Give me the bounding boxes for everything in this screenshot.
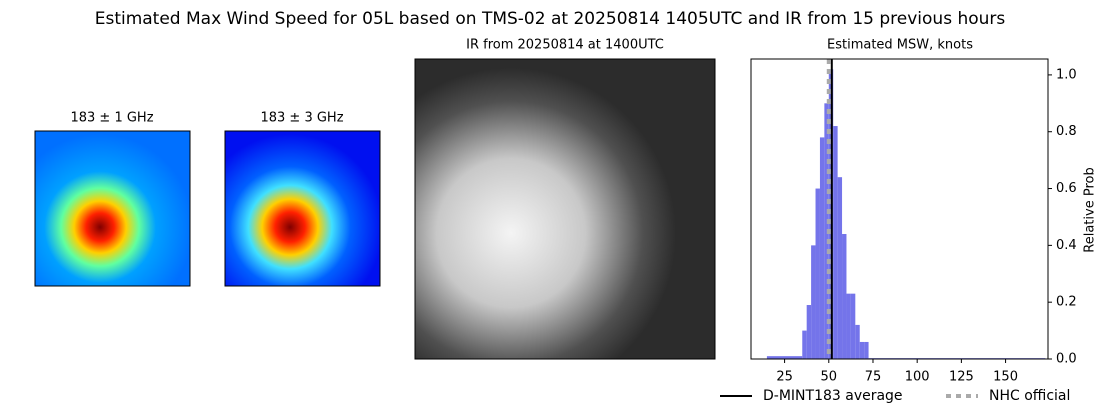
microwave-image [224,130,381,287]
y-tick-label: 0.0 [1056,352,1077,367]
x-tick-label: 150 [993,370,1018,385]
x-tick-label: 75 [865,370,882,385]
x-tick-label: 50 [821,370,838,385]
y-tick-label: 0.4 [1056,238,1077,253]
bar [842,234,847,359]
figure-title: Estimated Max Wind Speed for 05L based o… [95,9,1006,29]
bar [846,293,851,359]
bar [815,188,820,359]
y-tick-label: 0.8 [1056,124,1077,139]
x-tick-label: 25 [776,370,793,385]
bar [855,324,860,359]
y-tick-label: 0.6 [1056,181,1077,196]
bar [864,341,869,359]
ir-image [414,58,716,360]
legend-label: D-MINT183 average [763,388,903,404]
bar [837,177,843,359]
x-tick-label: 100 [905,370,930,385]
bar [824,103,829,360]
panel-title: 183 ± 3 GHz [260,111,343,126]
plot-frame [750,58,1049,360]
bar [811,245,816,359]
panel-title: IR from 20250814 at 1400UTC [466,38,664,53]
y-axis-label: Relative Prob [1083,167,1098,252]
legend-label: NHC official [989,388,1070,404]
bar [859,341,865,359]
y-tick-label: 0.2 [1056,295,1077,310]
y-tick-label: 1.0 [1056,67,1077,82]
bar [850,293,856,359]
x-tick-label: 125 [949,370,974,385]
chart-title: Estimated MSW, knots [827,38,973,53]
bar [806,305,812,359]
panel-title: 183 ± 1 GHz [70,111,153,126]
bar [819,137,825,359]
bar [766,356,803,359]
bar [833,126,838,359]
microwave-image [34,130,191,287]
histogram: 25 50 75 100 125 150 0.0 0.2 0.4 0.6 0.8 1.0 [766,59,1077,385]
bar [802,330,807,359]
